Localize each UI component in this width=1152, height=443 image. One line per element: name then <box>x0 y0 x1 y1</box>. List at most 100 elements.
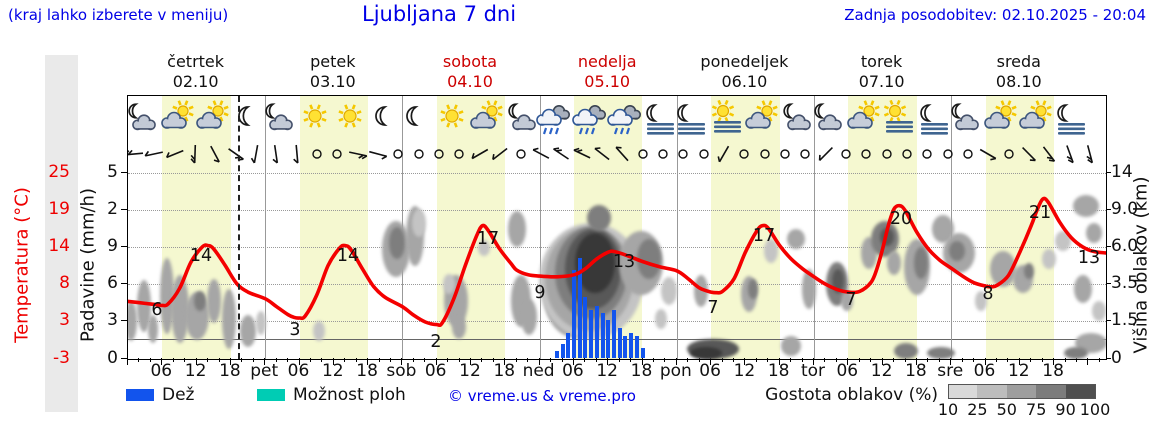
left-axis-tick <box>121 320 127 322</box>
copyright-link[interactable]: © vreme.us & vreme.pro <box>448 387 636 405</box>
temperature-axis-title: Temperatura (°C) <box>11 187 33 343</box>
rain-bar <box>623 335 628 358</box>
wind-barb <box>409 143 429 165</box>
time-label: 12 <box>321 361 344 381</box>
wind-barb <box>1019 143 1039 165</box>
rain-legend-label: Dež <box>162 385 195 405</box>
time-tick <box>755 358 757 362</box>
weather-icon-sun-cloud <box>469 100 505 138</box>
grid-line <box>128 209 1106 211</box>
weather-icon-moon-fog <box>673 100 709 138</box>
day-abbr-label: tor <box>800 361 826 381</box>
time-tick <box>538 358 540 365</box>
time-label: 18 <box>219 361 241 381</box>
wind-barb <box>612 143 632 165</box>
temp-point-label: 3 <box>289 320 301 340</box>
time-tick <box>550 358 551 362</box>
time-tick <box>390 358 391 362</box>
rain-bar <box>583 297 588 358</box>
right-axis-tick <box>1105 283 1111 285</box>
time-tick <box>698 358 700 362</box>
grid-line <box>128 172 1106 174</box>
time-tick <box>1053 358 1055 365</box>
temp-tick-label: 14 <box>48 235 70 256</box>
time-tick <box>927 358 929 362</box>
time-tick <box>893 358 894 362</box>
wind-barb <box>165 143 185 165</box>
wind-barb <box>694 143 714 165</box>
cloud-tick-label: 9.0 <box>1111 198 1139 219</box>
cloud-blob <box>1074 275 1092 303</box>
menu-hint: (kraj lahko izberete v meniju) <box>8 6 229 24</box>
time-tick <box>287 358 289 362</box>
rain-bar <box>566 333 571 358</box>
temp-point-label: 14 <box>336 246 360 266</box>
wind-barb <box>246 143 266 165</box>
cloud-blob <box>1064 347 1088 359</box>
density-cell <box>1065 384 1096 399</box>
cloud-blob <box>240 315 256 347</box>
time-tick <box>161 358 163 365</box>
weather-icon-moon-fog <box>642 100 678 138</box>
time-label: 18 <box>493 361 516 381</box>
cloud-blob <box>137 280 151 332</box>
rain-bar <box>617 328 622 358</box>
wind-barb <box>877 143 897 165</box>
time-tick <box>618 358 620 362</box>
wind-barb <box>185 143 205 165</box>
wind-barb <box>388 143 408 165</box>
cloud-blob <box>661 277 677 305</box>
rain-bar <box>606 319 611 358</box>
wind-barb <box>978 143 998 165</box>
wind-barb <box>856 143 876 165</box>
cloud-blob <box>781 336 801 356</box>
time-tick <box>527 358 529 362</box>
time-tick <box>858 358 860 362</box>
density-cell <box>948 384 979 399</box>
time-tick <box>481 358 483 362</box>
weather-icon-sun-cloud <box>1018 100 1054 138</box>
cloud-blob <box>207 279 221 323</box>
weather-icon-sun-fog <box>709 99 745 138</box>
day-header-date: 06.10 <box>721 72 768 91</box>
wind-barb <box>511 143 531 165</box>
time-tick <box>641 358 643 365</box>
rain-bar <box>640 348 645 358</box>
time-label: 12 <box>870 361 893 381</box>
weather-icon-sun-cloud <box>195 100 231 138</box>
weather-icon-sun <box>434 100 470 138</box>
showers-legend-swatch <box>257 389 285 401</box>
day-separator <box>539 96 541 359</box>
time-label: 06 <box>973 361 996 381</box>
cloud-tick-label: 1.5 <box>1111 310 1139 331</box>
density-tick-label: 10 <box>937 400 959 419</box>
density-tick-label: 50 <box>996 400 1017 419</box>
weather-icon-moon-cloud <box>128 100 160 138</box>
cloud-blob <box>478 240 490 256</box>
time-tick <box>1076 358 1077 362</box>
density-tick-label: 100 <box>1079 400 1111 419</box>
wind-barb <box>266 143 286 165</box>
cloud-blob <box>1073 195 1099 217</box>
time-tick <box>630 358 632 362</box>
cloud-blob <box>313 321 325 341</box>
cloud-blob <box>1092 301 1106 321</box>
cloud-tick-label: 14 <box>1111 161 1133 182</box>
time-tick <box>275 358 277 362</box>
day-header-name: sobota <box>442 52 498 71</box>
wind-barb <box>917 143 937 165</box>
day-header-date: 04.10 <box>447 72 493 91</box>
rain-bar <box>611 309 616 358</box>
day-header-name: četrtek <box>167 52 225 71</box>
day-abbr-label: pon <box>659 361 692 381</box>
density-cell <box>1036 384 1066 399</box>
time-tick <box>561 358 563 362</box>
weather-icon-moon <box>230 100 266 138</box>
day-header-name: sreda <box>996 52 1041 71</box>
precip-tick-label: 3 <box>107 310 118 331</box>
time-tick <box>584 358 586 362</box>
left-axis-tick <box>121 245 127 248</box>
time-tick <box>915 358 917 365</box>
weather-icon-moon-cloud <box>779 100 815 138</box>
